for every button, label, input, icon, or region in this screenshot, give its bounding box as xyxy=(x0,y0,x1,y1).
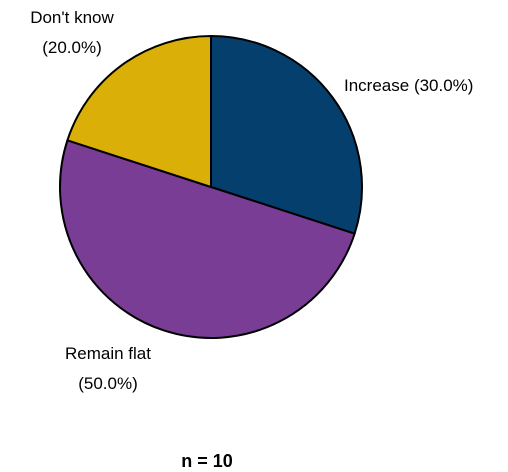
label-remain-flat-pct: (50.0%) xyxy=(78,374,138,393)
label-dont-know-pct: (20.0%) xyxy=(42,38,102,57)
label-dont-know-name: Don't know xyxy=(30,8,114,27)
label-increase-text: Increase xyxy=(344,76,409,95)
slice-dont-know xyxy=(66,35,212,188)
label-increase-pct: (30.0%) xyxy=(414,76,474,95)
slice-increase xyxy=(210,35,363,235)
slice-remain-flat xyxy=(59,139,356,339)
sample-size-footnote: n = 10 xyxy=(181,451,233,471)
label-increase: Increase (30.0%) xyxy=(344,76,473,95)
label-remain-flat-name: Remain flat xyxy=(65,344,151,363)
pie-slices xyxy=(59,35,363,339)
